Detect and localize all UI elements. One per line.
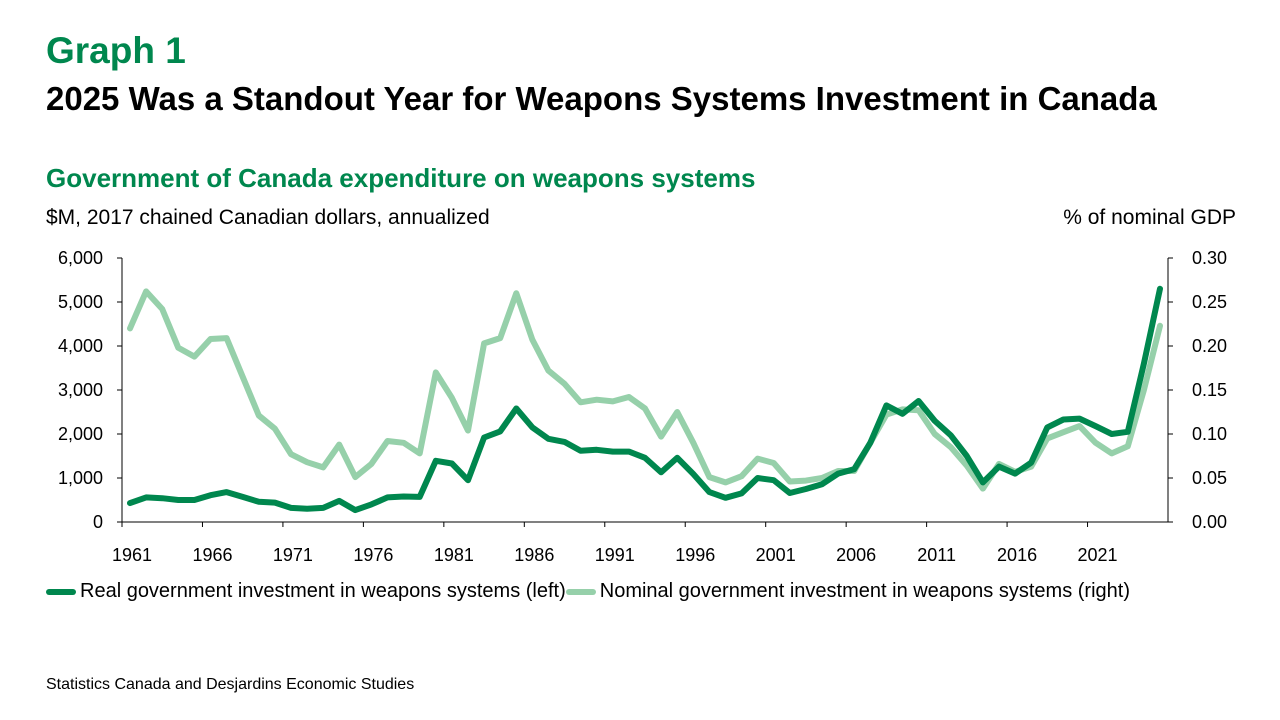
series-line-real: [127, 285, 1163, 514]
right-tick-label: 0.05: [1192, 468, 1227, 488]
graph-number-label: Graph 1: [46, 30, 186, 71]
legend-item-real: Real government investment in weapons sy…: [46, 580, 566, 603]
x-tick-label: 2006: [836, 545, 876, 565]
x-tick-label: 1996: [675, 545, 715, 565]
left-axis-unit-label: $M, 2017 chained Canadian dollars, annua…: [46, 206, 490, 229]
right-tick-label: 0.25: [1192, 292, 1227, 312]
x-tick-label: 1986: [514, 545, 554, 565]
series-layer: [127, 285, 1163, 514]
legend-label-real: Real government investment in weapons sy…: [80, 580, 566, 602]
x-tick-label: 1981: [434, 545, 474, 565]
source-note: Statistics Canada and Desjardins Economi…: [46, 676, 415, 693]
legend-swatch-nominal: [565, 588, 596, 595]
x-tick-label: 1991: [595, 545, 635, 565]
chart-title: Government of Canada expenditure on weap…: [46, 163, 756, 193]
chart-axes: [121, 258, 1169, 523]
x-tick-label: 1971: [273, 545, 313, 565]
left-tick-label: 0: [93, 512, 103, 532]
x-tick-label: 2001: [756, 545, 796, 565]
right-axis-unit-label: % of nominal GDP: [1063, 206, 1236, 229]
right-tick-label: 0.30: [1192, 248, 1227, 268]
right-tick-label: 0.20: [1192, 336, 1227, 356]
x-tick-label: 2021: [1078, 545, 1118, 565]
left-tick-label: 5,000: [58, 292, 103, 312]
x-axis-ticks: 1961 1966 1971 1976 1981 1986 1991 1996 2001 2006…: [112, 522, 1118, 565]
left-tick-label: 4,000: [58, 336, 103, 356]
x-tick-label: 1961: [112, 545, 152, 565]
right-tick-label: 0.15: [1192, 380, 1227, 400]
legend-item-nominal: Nominal government investment in weapons…: [565, 580, 1130, 603]
left-tick-label: 3,000: [58, 380, 103, 400]
left-tick-label: 1,000: [58, 468, 103, 488]
legend: Real government investment in weapons sy…: [46, 580, 1130, 603]
x-tick-label: 1966: [192, 545, 232, 565]
left-tick-label: 6,000: [58, 248, 103, 268]
x-tick-label: 1976: [353, 545, 393, 565]
right-tick-label: 0.10: [1192, 424, 1227, 444]
legend-label-nominal: Nominal government investment in weapons…: [599, 580, 1130, 602]
headline: 2025 Was a Standout Year for Weapons Sys…: [46, 80, 1157, 117]
right-axis-ticks: 0.30 0.25 0.20 0.15 0.10 0.05 0.00: [1168, 248, 1227, 532]
right-tick-label: 0.00: [1192, 512, 1227, 532]
legend-swatch-real: [46, 588, 76, 595]
left-axis-ticks: 6,000 5,000 4,000 3,000 2,000 1,000 0: [58, 248, 122, 532]
x-tick-label: 2011: [917, 545, 956, 565]
left-tick-label: 2,000: [58, 424, 103, 444]
x-tick-label: 2016: [997, 545, 1037, 565]
